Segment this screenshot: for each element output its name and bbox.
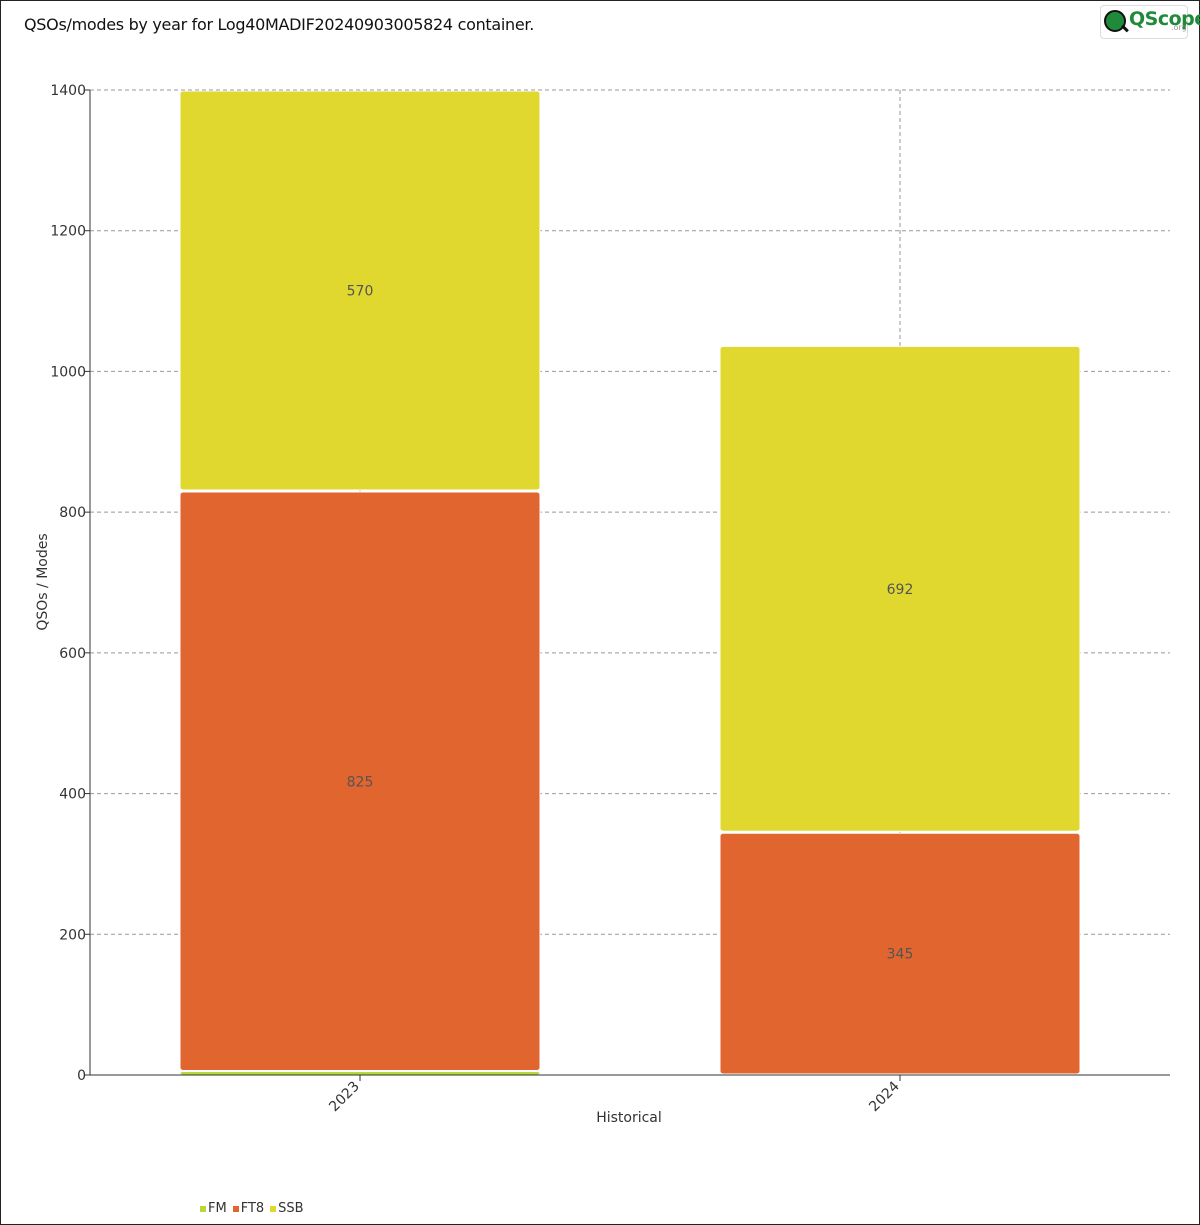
bar-data-label: 825 (347, 774, 374, 790)
x-tick-label: 2023 (326, 1079, 363, 1116)
legend-item-ssb[interactable]: SSB (270, 1201, 304, 1216)
bar-ft8-2024 (719, 832, 1081, 1075)
legend-swatch (270, 1205, 277, 1212)
bar-ssb-2023 (179, 90, 541, 491)
legend-swatch (200, 1205, 206, 1212)
y-tick-label: 1000 (50, 364, 86, 380)
bar-data-label: 570 (347, 284, 374, 300)
magnifier-icon (1104, 10, 1126, 32)
legend-label: FM (208, 1201, 227, 1216)
y-tick-label: 1400 (50, 83, 86, 99)
y-tick-label: 1200 (50, 224, 86, 240)
qscope-logo: QScope .org (1100, 5, 1200, 39)
chart-title: QSOs/modes by year for Log40MADIF2024090… (24, 15, 535, 34)
y-tick-label: 800 (59, 505, 86, 521)
x-axis-title: Historical (596, 1110, 662, 1126)
bar-data-label: 345 (887, 947, 914, 963)
logo-text: QScope (1129, 8, 1200, 30)
y-tick-label: 0 (77, 1068, 86, 1084)
legend-item-fm[interactable]: FM (200, 1201, 227, 1216)
bar-fm-2023 (179, 1070, 541, 1076)
y-tick-label: 600 (59, 646, 86, 662)
bar-ft8-2023 (179, 491, 541, 1071)
logo-suffix: .org (1171, 23, 1187, 32)
legend-item-ft8[interactable]: FT8 (232, 1201, 265, 1216)
legend-label: SSB (278, 1201, 304, 1216)
y-axis-title: QSOs / Modes (35, 533, 51, 630)
bar-ssb-2024 (719, 345, 1081, 832)
x-tick-label: 2024 (866, 1078, 903, 1115)
y-tick-label: 400 (59, 787, 86, 803)
bar-data-label: 692 (887, 582, 914, 598)
y-tick-label: 200 (59, 927, 86, 943)
legend: FM FT8 SSB (200, 1201, 304, 1216)
legend-swatch (232, 1205, 239, 1212)
legend-label: FT8 (240, 1201, 265, 1216)
